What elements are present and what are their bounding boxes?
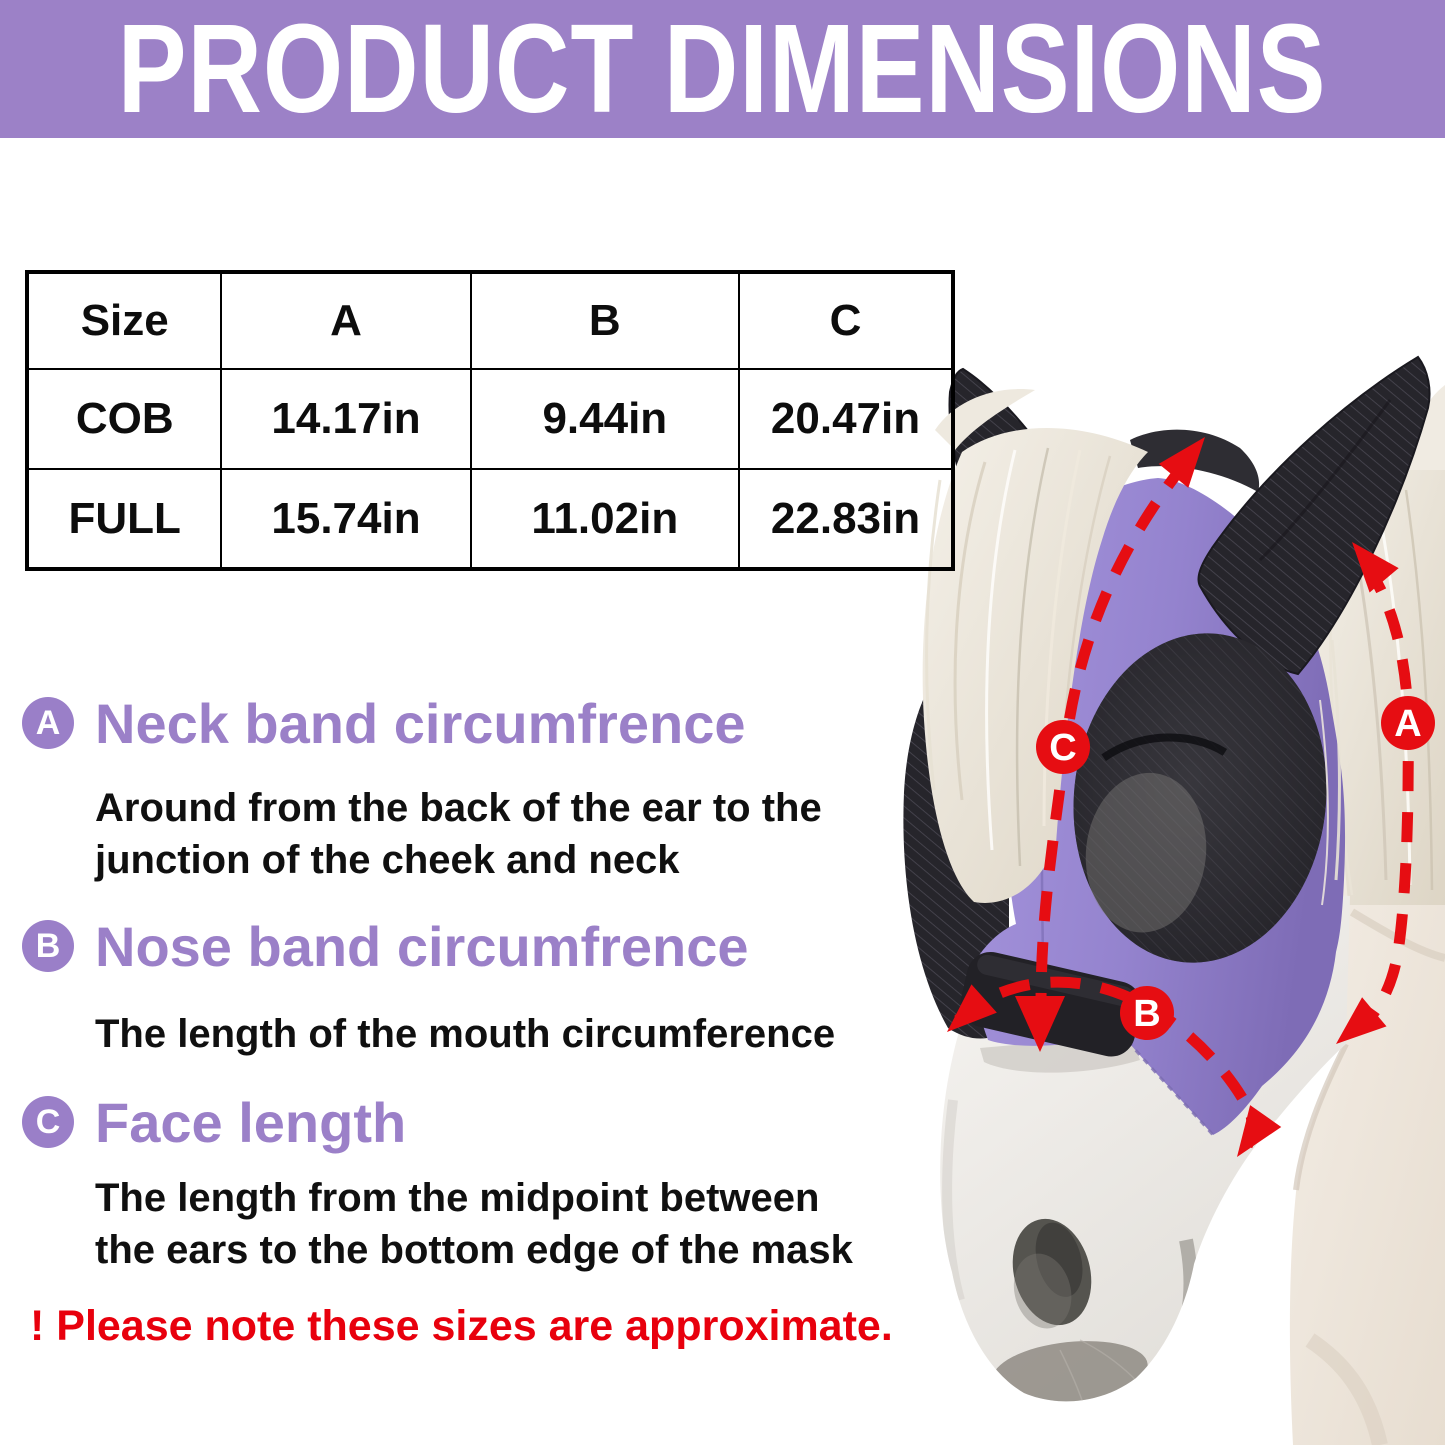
section-a-description: Around from the back of the ear to the j… <box>95 782 822 886</box>
desc-line: junction of the cheek and neck <box>95 838 680 882</box>
cell-full-c: 22.83in <box>738 468 954 570</box>
horse-body <box>1289 845 1445 1445</box>
measure-line-a <box>1341 561 1414 1043</box>
header-b: B <box>469 271 741 370</box>
cell-size-full: FULL <box>25 468 223 570</box>
mane-forelock <box>922 389 1341 906</box>
badge-a-label: A <box>1394 703 1421 745</box>
section-b-description: The length of the mouth circumference <box>95 1008 835 1060</box>
section-c-description: The length from the midpoint between the… <box>95 1172 853 1276</box>
table-row: COB 14.17in 9.44in 20.47in <box>25 368 954 470</box>
section-c-badge: C <box>22 1096 74 1148</box>
cell-cob-c: 20.47in <box>738 368 954 470</box>
section-b-badge: B <box>22 920 74 972</box>
desc-line: The length of the mouth circumference <box>95 1012 836 1056</box>
section-c-title: Face length <box>95 1091 407 1154</box>
header-size: Size <box>25 271 223 370</box>
table-row: FULL 15.74in 11.02in 22.83in <box>25 468 954 570</box>
cell-cob-b: 9.44in <box>469 368 741 470</box>
section-a-badge: A <box>22 697 74 749</box>
cell-size-cob: COB <box>25 368 223 470</box>
cell-full-b: 11.02in <box>469 468 741 570</box>
size-table: Size A B C COB 14.17in 9.44in 20.47in FU… <box>25 270 955 571</box>
desc-line: Around from the back of the ear to the <box>95 786 822 830</box>
measure-badges: C A B <box>1036 696 1435 1040</box>
desc-line: the ears to the bottom edge of the mask <box>95 1228 853 1272</box>
desc-line: The length from the midpoint between <box>95 1176 820 1220</box>
header-c: C <box>738 271 954 370</box>
title-banner: PRODUCT DIMENSIONS <box>0 0 1445 138</box>
section-a-title: Neck band circumfrence <box>95 692 746 755</box>
eye-mesh <box>1073 633 1327 963</box>
approximate-sizes-note: ! Please note these sizes are approximat… <box>30 1302 893 1350</box>
page-title: PRODUCT DIMENSIONS <box>118 0 1327 139</box>
badge-b-label: B <box>1133 993 1160 1035</box>
badge-c-label: C <box>1049 727 1076 769</box>
cell-full-a: 15.74in <box>220 468 472 570</box>
arrowheads <box>947 437 1399 1157</box>
table-header-row: Size A B C <box>25 271 954 370</box>
header-a: A <box>220 271 472 370</box>
section-b-title: Nose band circumfrence <box>95 915 749 978</box>
cell-cob-a: 14.17in <box>220 368 472 470</box>
